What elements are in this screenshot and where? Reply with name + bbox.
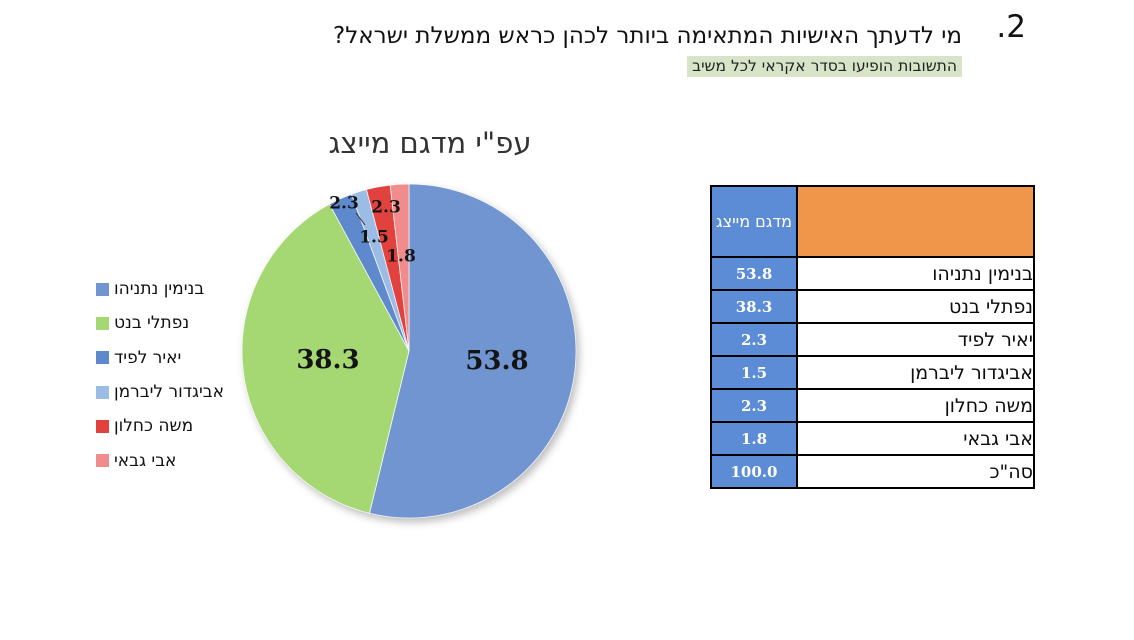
legend-marker-icon bbox=[96, 419, 109, 433]
legend-label: נפתלי בנט bbox=[114, 313, 190, 334]
table-cell-name: סה"כ bbox=[796, 454, 1035, 489]
table-row: 38.3 נפתלי בנט bbox=[710, 289, 1035, 324]
pie-slice bbox=[389, 183, 410, 352]
pie-slice bbox=[241, 203, 410, 514]
pie-data-label: 2.3 bbox=[329, 194, 359, 214]
legend-label: אביגדור ליברמן bbox=[114, 382, 224, 403]
question-title: מי לדעתך האישיות המתאימה ביותר לכהן כראש… bbox=[333, 23, 962, 49]
table-cell-name: אביגדור ליברמן bbox=[796, 355, 1035, 390]
legend-label: בנימין נתניהו bbox=[114, 279, 205, 300]
pie-data-label: 1.5 bbox=[359, 228, 389, 248]
pie-data-label: 53.8 bbox=[465, 346, 528, 376]
results-table: מדגם מייצג 53.8 בנימין נתניהו 38.3 נפתלי בנ… bbox=[710, 185, 1035, 489]
table-row: 1.8 אבי גבאי bbox=[710, 421, 1035, 456]
table-cell-name: יאיר לפיד bbox=[796, 322, 1035, 357]
legend-item: אביגדור ליברמן bbox=[96, 375, 224, 409]
legend-item: בנימין נתניהו bbox=[96, 272, 224, 306]
legend-marker-icon bbox=[96, 454, 109, 468]
table-cell-value: 1.5 bbox=[710, 355, 798, 390]
pie-slice bbox=[369, 183, 577, 519]
table-cell-name: נפתלי בנט bbox=[796, 289, 1035, 324]
table-row: 53.8 בנימין נתניהו bbox=[710, 256, 1035, 291]
pie-data-label: 2.3 bbox=[371, 198, 401, 218]
pie-data-label: 38.3 bbox=[296, 345, 359, 375]
table-header-value: מדגם מייצג bbox=[710, 185, 798, 258]
table-cell-value: 2.3 bbox=[710, 388, 798, 423]
pie-chart-svg: 53.838.32.31.52.31.8 bbox=[241, 183, 577, 519]
table-cell-name: אבי גבאי bbox=[796, 421, 1035, 456]
pie-legend: בנימין נתניהו נפתלי בנט יאיר לפיד אביגדור ל… bbox=[96, 272, 224, 478]
pie-chart: 53.8 38.3 2.3 1.5 2.3 1.8 bbox=[229, 171, 589, 531]
legend-label: יאיר לפיד bbox=[114, 347, 182, 368]
legend-marker-icon bbox=[96, 316, 109, 330]
legend-item: יאיר לפיד bbox=[96, 341, 224, 375]
legend-marker-icon bbox=[96, 351, 109, 365]
legend-label: אבי גבאי bbox=[114, 450, 177, 471]
table-row: 100.0 סה"כ bbox=[710, 454, 1035, 489]
table-cell-value: 53.8 bbox=[710, 256, 798, 291]
table-row: 2.3 משה כחלון bbox=[710, 388, 1035, 423]
table-cell-value: 38.3 bbox=[710, 289, 798, 324]
table-cell-name: בנימין נתניהו bbox=[796, 256, 1035, 291]
table-cell-value: 1.8 bbox=[710, 421, 798, 456]
legend-marker-icon bbox=[96, 282, 109, 296]
table-cell-name: משה כחלון bbox=[796, 388, 1035, 423]
pie-data-label: 1.8 bbox=[386, 247, 416, 267]
table-header-name bbox=[796, 185, 1035, 258]
chart-title: עפ"י מדגם מייצג bbox=[328, 126, 532, 160]
legend-item: משה כחלון bbox=[96, 409, 224, 443]
label-leader-line bbox=[355, 212, 366, 226]
legend-item: אבי גבאי bbox=[96, 443, 224, 477]
legend-marker-icon bbox=[96, 385, 109, 399]
question-number: 2. bbox=[996, 9, 1026, 45]
legend-label: משה כחלון bbox=[114, 416, 194, 437]
table-header-row: מדגם מייצג bbox=[710, 185, 1035, 258]
table-row: 1.5 אביגדור ליברמן bbox=[710, 355, 1035, 390]
table-row: 2.3 יאיר לפיד bbox=[710, 322, 1035, 357]
question-note: התשובות הופיעו בסדר אקראי לכל משיב bbox=[687, 56, 962, 77]
table-cell-value: 100.0 bbox=[710, 454, 798, 489]
table-cell-value: 2.3 bbox=[710, 322, 798, 357]
legend-item: נפתלי בנט bbox=[96, 306, 224, 340]
